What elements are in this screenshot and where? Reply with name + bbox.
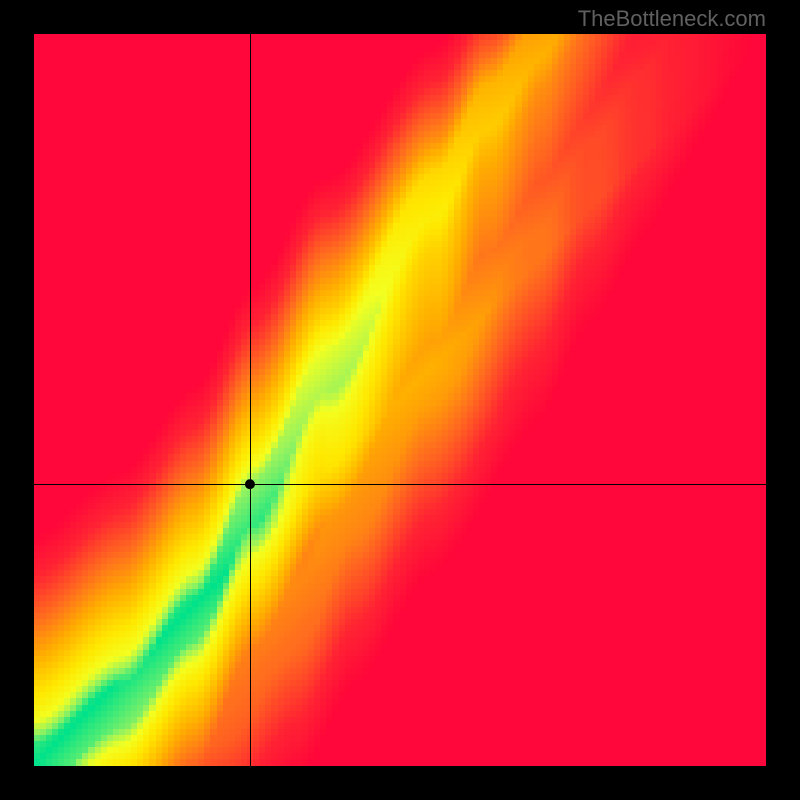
stage: TheBottleneck.com bbox=[0, 0, 800, 800]
source-watermark: TheBottleneck.com bbox=[578, 6, 766, 32]
bottleneck-heatmap bbox=[34, 34, 766, 766]
